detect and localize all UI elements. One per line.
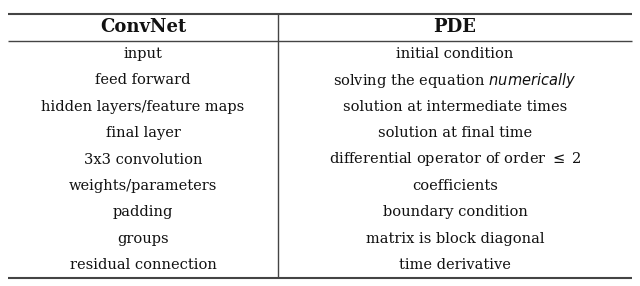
Text: final layer: final layer	[106, 126, 180, 140]
Text: solving the equation $\mathit{numerically}$: solving the equation $\mathit{numericall…	[333, 71, 577, 90]
Text: input: input	[124, 47, 163, 61]
Text: weights/parameters: weights/parameters	[69, 179, 217, 193]
Text: 3x3 convolution: 3x3 convolution	[84, 152, 202, 166]
Text: residual connection: residual connection	[70, 258, 216, 272]
Text: hidden layers/feature maps: hidden layers/feature maps	[42, 100, 244, 114]
Text: feed forward: feed forward	[95, 74, 191, 88]
Text: PDE: PDE	[433, 19, 476, 37]
Text: initial condition: initial condition	[396, 47, 514, 61]
Text: groups: groups	[117, 231, 169, 245]
Text: boundary condition: boundary condition	[383, 205, 527, 219]
Text: ConvNet: ConvNet	[100, 19, 186, 37]
Text: time derivative: time derivative	[399, 258, 511, 272]
Text: solution at intermediate times: solution at intermediate times	[343, 100, 567, 114]
Text: matrix is block diagonal: matrix is block diagonal	[365, 231, 544, 245]
Text: padding: padding	[113, 205, 173, 219]
Text: coefficients: coefficients	[412, 179, 498, 193]
Text: solution at final time: solution at final time	[378, 126, 532, 140]
Text: differential operator of order $\leq$ 2: differential operator of order $\leq$ 2	[328, 150, 581, 168]
